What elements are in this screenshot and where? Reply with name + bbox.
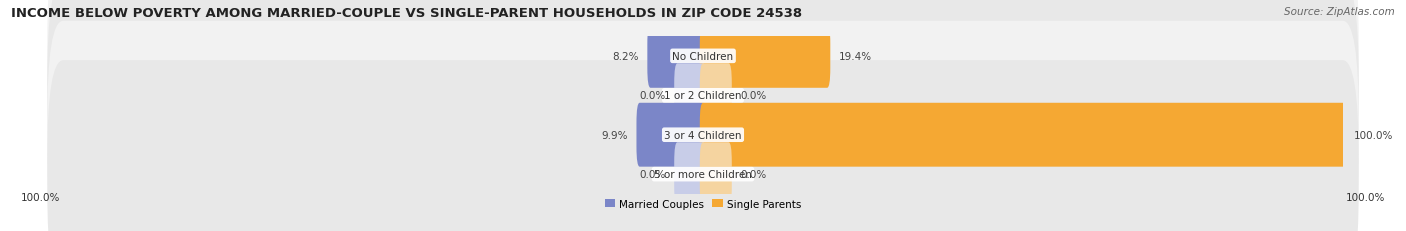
FancyBboxPatch shape	[700, 143, 731, 206]
Text: 5 or more Children: 5 or more Children	[654, 169, 752, 179]
Text: INCOME BELOW POVERTY AMONG MARRIED-COUPLE VS SINGLE-PARENT HOUSEHOLDS IN ZIP COD: INCOME BELOW POVERTY AMONG MARRIED-COUPL…	[11, 7, 803, 20]
FancyBboxPatch shape	[647, 25, 706, 88]
Text: 0.0%: 0.0%	[640, 91, 666, 101]
FancyBboxPatch shape	[637, 103, 706, 167]
Text: 0.0%: 0.0%	[740, 169, 766, 179]
Text: 1 or 2 Children: 1 or 2 Children	[664, 91, 742, 101]
FancyBboxPatch shape	[48, 22, 1358, 231]
FancyBboxPatch shape	[675, 64, 706, 128]
Text: 9.9%: 9.9%	[602, 130, 628, 140]
FancyBboxPatch shape	[48, 61, 1358, 231]
FancyBboxPatch shape	[700, 64, 731, 128]
FancyBboxPatch shape	[675, 143, 706, 206]
Text: 100.0%: 100.0%	[1346, 192, 1385, 202]
Text: 8.2%: 8.2%	[613, 52, 640, 62]
Text: 100.0%: 100.0%	[1354, 130, 1393, 140]
Text: 100.0%: 100.0%	[21, 192, 60, 202]
Text: 0.0%: 0.0%	[640, 169, 666, 179]
Text: 19.4%: 19.4%	[838, 52, 872, 62]
FancyBboxPatch shape	[48, 0, 1358, 170]
FancyBboxPatch shape	[700, 25, 831, 88]
Text: 3 or 4 Children: 3 or 4 Children	[664, 130, 742, 140]
FancyBboxPatch shape	[48, 0, 1358, 209]
FancyBboxPatch shape	[700, 103, 1346, 167]
Text: No Children: No Children	[672, 52, 734, 62]
Text: Source: ZipAtlas.com: Source: ZipAtlas.com	[1284, 7, 1395, 17]
Text: 0.0%: 0.0%	[740, 91, 766, 101]
Legend: Married Couples, Single Parents: Married Couples, Single Parents	[600, 195, 806, 213]
